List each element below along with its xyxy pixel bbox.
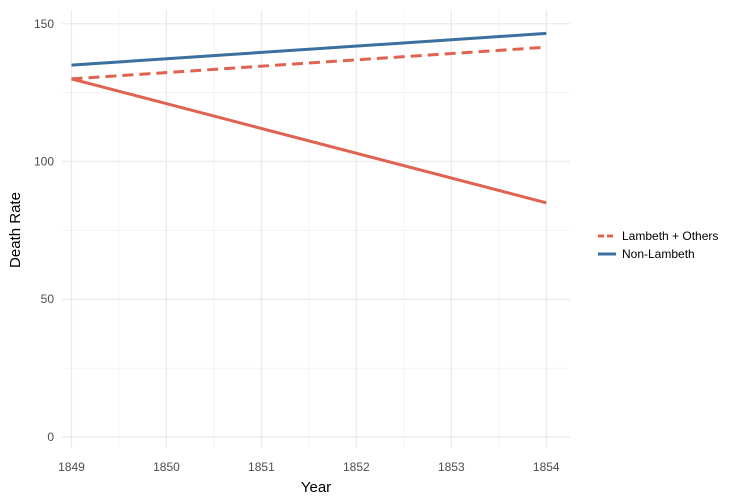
x-tick-label: 1850 (153, 460, 180, 474)
x-tick-label: 1853 (438, 460, 465, 474)
minor-gridlines (62, 10, 570, 448)
legend: Lambeth + Others Non-Lambeth (598, 229, 718, 261)
major-gridlines (62, 10, 570, 448)
x-tick-label: 1854 (533, 460, 560, 474)
x-axis-title: Year (301, 479, 331, 496)
series-line (71, 45, 547, 81)
series-layer (71, 31, 547, 205)
x-tick-label: 1851 (248, 460, 275, 474)
y-tick-label: 50 (41, 292, 55, 306)
x-tick-labels: 1849 1850 1851 1852 1853 1854 (58, 460, 560, 474)
x-tick-label: 1849 (58, 460, 85, 474)
y-tick-labels: 0 50 100 150 (34, 17, 54, 444)
y-tick-label: 150 (34, 17, 54, 31)
series-line (71, 31, 547, 67)
y-tick-label: 100 (34, 155, 54, 169)
y-tick-label: 0 (47, 430, 54, 444)
legend-label: Lambeth + Others (622, 229, 718, 243)
y-axis-title: Death Rate (7, 192, 24, 268)
x-tick-label: 1852 (343, 460, 370, 474)
series-line (71, 77, 547, 205)
legend-label: Non-Lambeth (622, 247, 695, 261)
